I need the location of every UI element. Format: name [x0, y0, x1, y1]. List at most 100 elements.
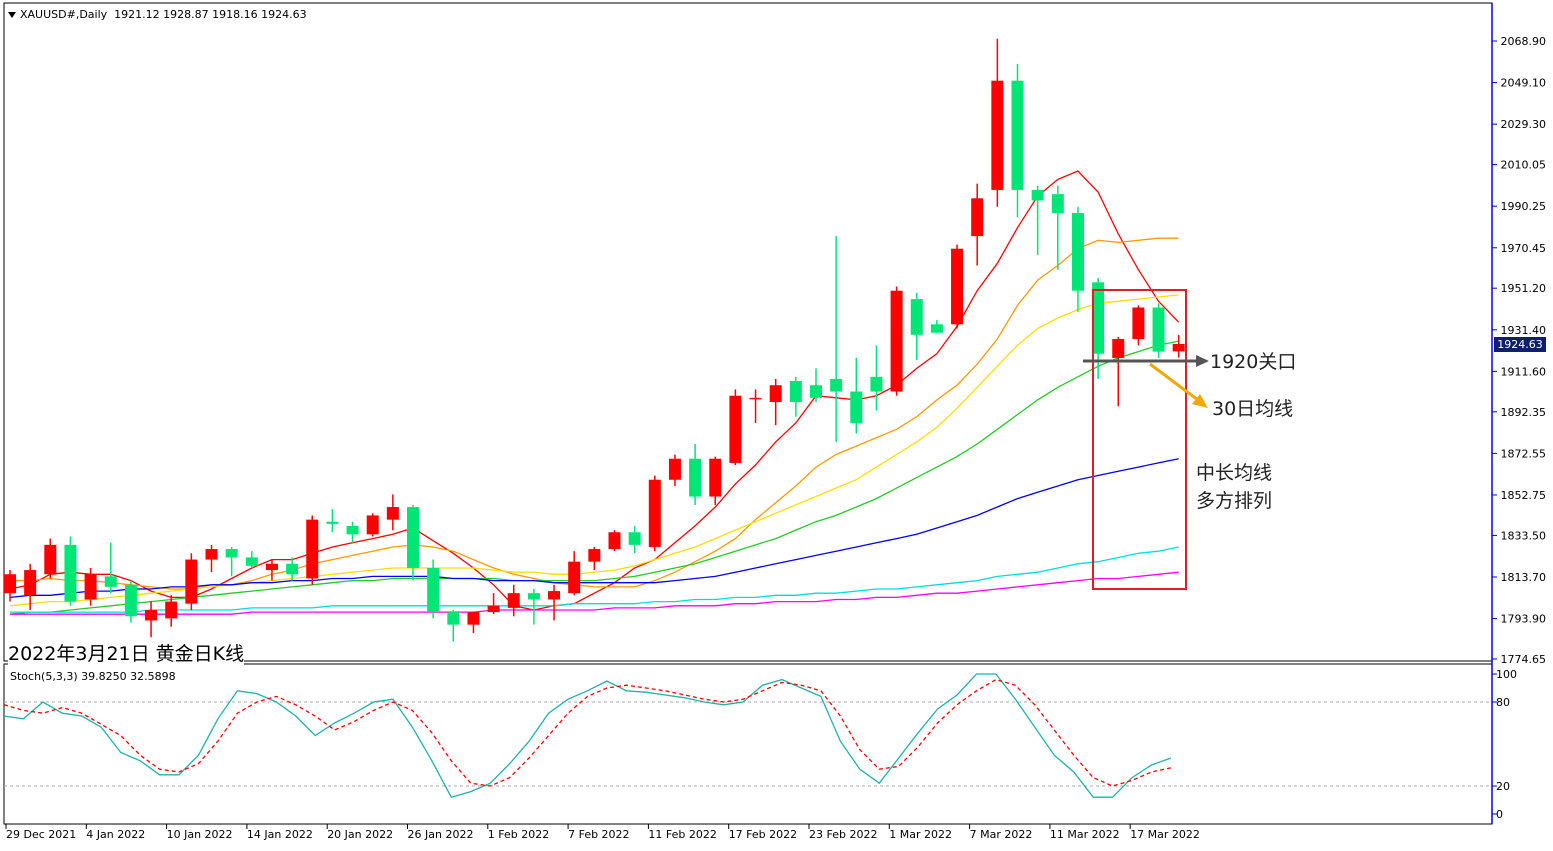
- collapse-triangle-icon[interactable]: [8, 12, 16, 18]
- candle-body: [165, 601, 178, 619]
- candle-body: [265, 563, 278, 571]
- candle: [910, 292, 923, 361]
- candle-body: [729, 395, 742, 463]
- candle: [588, 546, 601, 571]
- price-axis: 2068.90 2049.10 2029.30 2010.05 1990.25 1970.…: [1492, 35, 1546, 666]
- candle-body: [1031, 189, 1044, 201]
- candle: [44, 538, 57, 579]
- candle: [467, 612, 480, 634]
- time-tick-label: 17 Mar 2022: [1130, 828, 1200, 841]
- price-tick-label: 1872.55: [1501, 447, 1547, 460]
- candle-body: [789, 381, 802, 403]
- candle: [789, 376, 802, 417]
- candle-body: [709, 458, 722, 497]
- candle: [205, 544, 218, 573]
- candle: [830, 236, 843, 442]
- time-tick-label: 11 Feb 2022: [648, 828, 716, 841]
- candle-body: [346, 525, 359, 535]
- candle: [1172, 335, 1185, 358]
- candle: [386, 494, 399, 531]
- stoch-title: Stoch(5,3,3) 39.8250 32.5898: [10, 670, 176, 683]
- candle: [64, 536, 77, 606]
- candle-body: [225, 549, 238, 558]
- candle: [991, 38, 1004, 207]
- time-tick-label: 29 Dec 2021: [6, 828, 76, 841]
- price-tick-label: 1951.20: [1501, 282, 1547, 295]
- level-arrow-head: [1196, 355, 1209, 367]
- note-line1: 中长均线: [1196, 462, 1273, 484]
- time-tick-label: 4 Jan 2022: [86, 828, 145, 841]
- price-tick-label: 1931.40: [1501, 324, 1547, 337]
- candle-body: [971, 198, 984, 237]
- candle: [84, 567, 97, 606]
- candle: [225, 546, 238, 577]
- stoch-panel-frame: [3, 663, 1493, 825]
- candle: [709, 456, 722, 505]
- candle-body: [447, 612, 460, 625]
- price-tick-label: 1813.70: [1501, 571, 1547, 584]
- candle: [1031, 185, 1044, 256]
- candle: [1132, 305, 1145, 346]
- ma-arrow-head: [1192, 394, 1208, 408]
- price-tick-label: 1892.35: [1501, 406, 1547, 419]
- stoch-signal-line: [3, 678, 1172, 787]
- candle: [548, 584, 561, 621]
- candle: [1071, 206, 1084, 312]
- price-panel-frame: [3, 2, 1493, 662]
- candle-body: [588, 549, 601, 562]
- stoch-main-line: [3, 673, 1172, 798]
- time-axis: 29 Dec 2021 4 Jan 2022 10 Jan 2022 14 Jan 2…: [5, 824, 1200, 841]
- price-tick-label: 2068.90: [1501, 35, 1547, 48]
- candle-body: [1172, 344, 1185, 352]
- candle: [346, 521, 359, 543]
- candle: [24, 563, 37, 610]
- candle: [930, 320, 943, 333]
- symbol-label: XAUUSD#,Daily: [20, 8, 108, 21]
- moving-averages: [9, 170, 1180, 615]
- candle-body: [568, 561, 581, 594]
- candles: [4, 38, 1185, 642]
- candle: [1011, 63, 1024, 218]
- candle-body: [245, 557, 258, 566]
- ma120-line: [10, 546, 1179, 613]
- candle: [890, 286, 903, 396]
- candle: [145, 601, 158, 638]
- candle: [971, 183, 984, 266]
- chart-caption: 2022年3月21日 黄金日K线: [8, 639, 245, 666]
- candle-body: [467, 612, 480, 625]
- time-tick-label: 26 Jan 2022: [408, 828, 474, 841]
- candle: [1051, 185, 1064, 270]
- candle-body: [487, 605, 500, 613]
- candle: [527, 588, 540, 625]
- candle-body: [689, 458, 702, 497]
- stoch-tick-label: 80: [1496, 696, 1510, 709]
- candle-body: [548, 591, 561, 600]
- candle: [265, 559, 278, 581]
- candle-body: [145, 609, 158, 621]
- chart-title: XAUUSD#,Daily 1921.12 1928.87 1918.16 19…: [8, 8, 307, 21]
- candle-body: [830, 378, 843, 392]
- time-tick-label: 7 Feb 2022: [568, 828, 629, 841]
- ma60-line: [9, 458, 1179, 599]
- time-tick-label: 1 Feb 2022: [488, 828, 549, 841]
- candle-body: [810, 385, 822, 398]
- candle-body: [991, 80, 1004, 190]
- candle-body: [427, 567, 440, 613]
- candle: [165, 595, 178, 627]
- candle-body: [890, 290, 903, 392]
- price-tick-label: 1793.90: [1501, 613, 1547, 626]
- note-line2: 多方排列: [1196, 490, 1273, 512]
- annotation-box: [1092, 289, 1187, 590]
- candle: [608, 530, 621, 552]
- candle-body: [527, 593, 540, 600]
- stoch-indicator: 100 80 20 0: [3, 668, 1517, 821]
- candle-body: [870, 376, 883, 392]
- ma10-line: [10, 237, 1179, 590]
- candle: [447, 609, 460, 642]
- candle-body: [910, 299, 923, 335]
- time-tick-label: 14 Jan 2022: [247, 828, 313, 841]
- candle: [1152, 303, 1165, 358]
- candle: [326, 509, 339, 533]
- candle-body: [749, 397, 762, 400]
